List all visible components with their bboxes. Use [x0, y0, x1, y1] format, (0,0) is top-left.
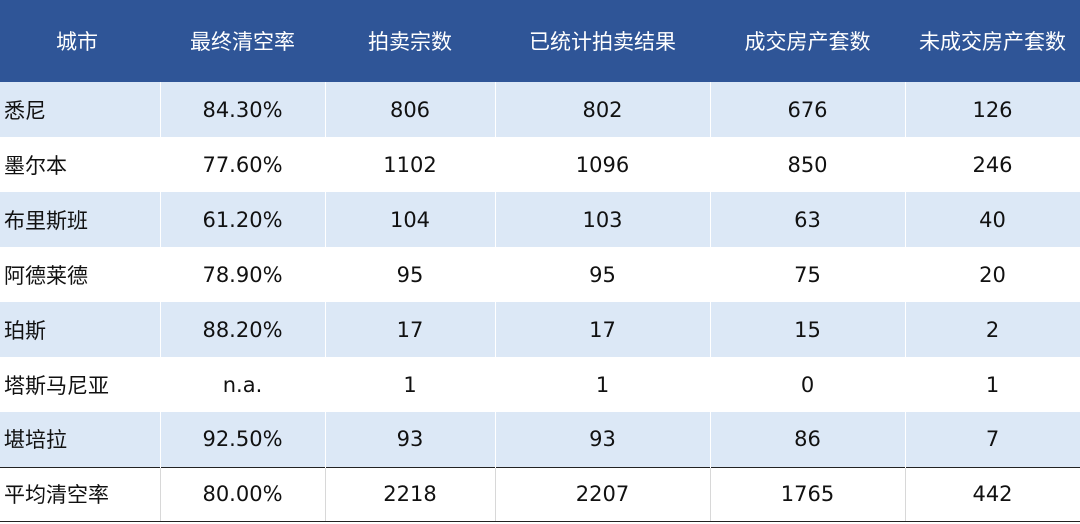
unsold-count-cell: 20: [905, 247, 1080, 302]
sold-count-cell: 75: [710, 247, 906, 302]
sold-count-cell: 63: [710, 192, 906, 247]
table-row: 布里斯班 61.20% 104 103 63 40: [0, 192, 1080, 247]
auction-count-cell: 93: [325, 412, 496, 467]
city-cell: 塔斯马尼亚: [0, 357, 161, 412]
header-sold-count: 成交房产套数: [744, 30, 871, 54]
summary-unsold-count-cell: 442: [905, 466, 1080, 522]
clearance-rate-cell: 92.50%: [160, 412, 326, 467]
unsold-count-cell: 1: [905, 357, 1080, 412]
unsold-count-cell: 246: [905, 137, 1080, 192]
table-row: 悉尼 84.30% 806 802 676 126: [0, 82, 1080, 137]
reported-results-cell: 1: [495, 357, 711, 412]
table-row: 墨尔本 77.60% 1102 1096 850 246: [0, 137, 1080, 192]
clearance-rate-cell: 84.30%: [160, 82, 326, 137]
city-cell: 珀斯: [0, 302, 161, 357]
summary-label-cell: 平均清空率: [0, 466, 161, 522]
auction-count-cell: 17: [325, 302, 496, 357]
city-cell: 布里斯班: [0, 192, 161, 247]
reported-results-cell: 1096: [495, 137, 711, 192]
city-cell: 阿德莱德: [0, 247, 161, 302]
unsold-count-cell: 2: [905, 302, 1080, 357]
sold-count-cell: 86: [710, 412, 906, 467]
unsold-count-cell: 126: [905, 82, 1080, 137]
clearance-rate-cell: 88.20%: [160, 302, 326, 357]
table-row: 珀斯 88.20% 17 17 15 2: [0, 302, 1080, 357]
auction-count-cell: 1: [325, 357, 496, 412]
summary-clearance-rate-cell: 80.00%: [160, 466, 326, 522]
reported-results-cell: 95: [495, 247, 711, 302]
auction-count-cell: 104: [325, 192, 496, 247]
sold-count-cell: 15: [710, 302, 906, 357]
table-header-row: 城市 最终清空率 拍卖宗数 已统计拍卖结果 成交房产套数 未成交房产套数: [0, 0, 1080, 82]
unsold-count-cell: 40: [905, 192, 1080, 247]
table-row: 堪培拉 92.50% 93 93 86 7: [0, 412, 1080, 467]
clearance-rate-cell: 61.20%: [160, 192, 326, 247]
summary-sold-count-cell: 1765: [710, 466, 906, 522]
table-row: 阿德莱德 78.90% 95 95 75 20: [0, 247, 1080, 302]
city-cell: 墨尔本: [0, 137, 161, 192]
summary-auction-count-cell: 2218: [325, 466, 496, 522]
reported-results-cell: 17: [495, 302, 711, 357]
clearance-rate-cell: 78.90%: [160, 247, 326, 302]
clearance-rate-cell: 77.60%: [160, 137, 326, 192]
sold-count-cell: 676: [710, 82, 906, 137]
header-unsold-count: 未成交房产套数: [919, 30, 1066, 54]
sold-count-cell: 0: [710, 357, 906, 412]
summary-row: 平均清空率 80.00% 2218 2207 1765 442: [0, 466, 1080, 522]
city-cell: 悉尼: [0, 82, 161, 137]
header-clearance-rate: 最终清空率: [190, 30, 295, 54]
auction-count-cell: 806: [325, 82, 496, 137]
reported-results-cell: 103: [495, 192, 711, 247]
header-city: 城市: [56, 30, 98, 54]
sold-count-cell: 850: [710, 137, 906, 192]
table-row: 塔斯马尼亚 n.a. 1 1 0 1: [0, 357, 1080, 412]
summary-reported-results-cell: 2207: [495, 466, 711, 522]
clearance-rate-cell: n.a.: [160, 357, 326, 412]
auction-count-cell: 1102: [325, 137, 496, 192]
auction-count-cell: 95: [325, 247, 496, 302]
header-reported-results: 已统计拍卖结果: [529, 30, 676, 54]
unsold-count-cell: 7: [905, 412, 1080, 467]
header-auction-count: 拍卖宗数: [368, 30, 452, 54]
reported-results-cell: 93: [495, 412, 711, 467]
reported-results-cell: 802: [495, 82, 711, 137]
city-cell: 堪培拉: [0, 412, 161, 467]
